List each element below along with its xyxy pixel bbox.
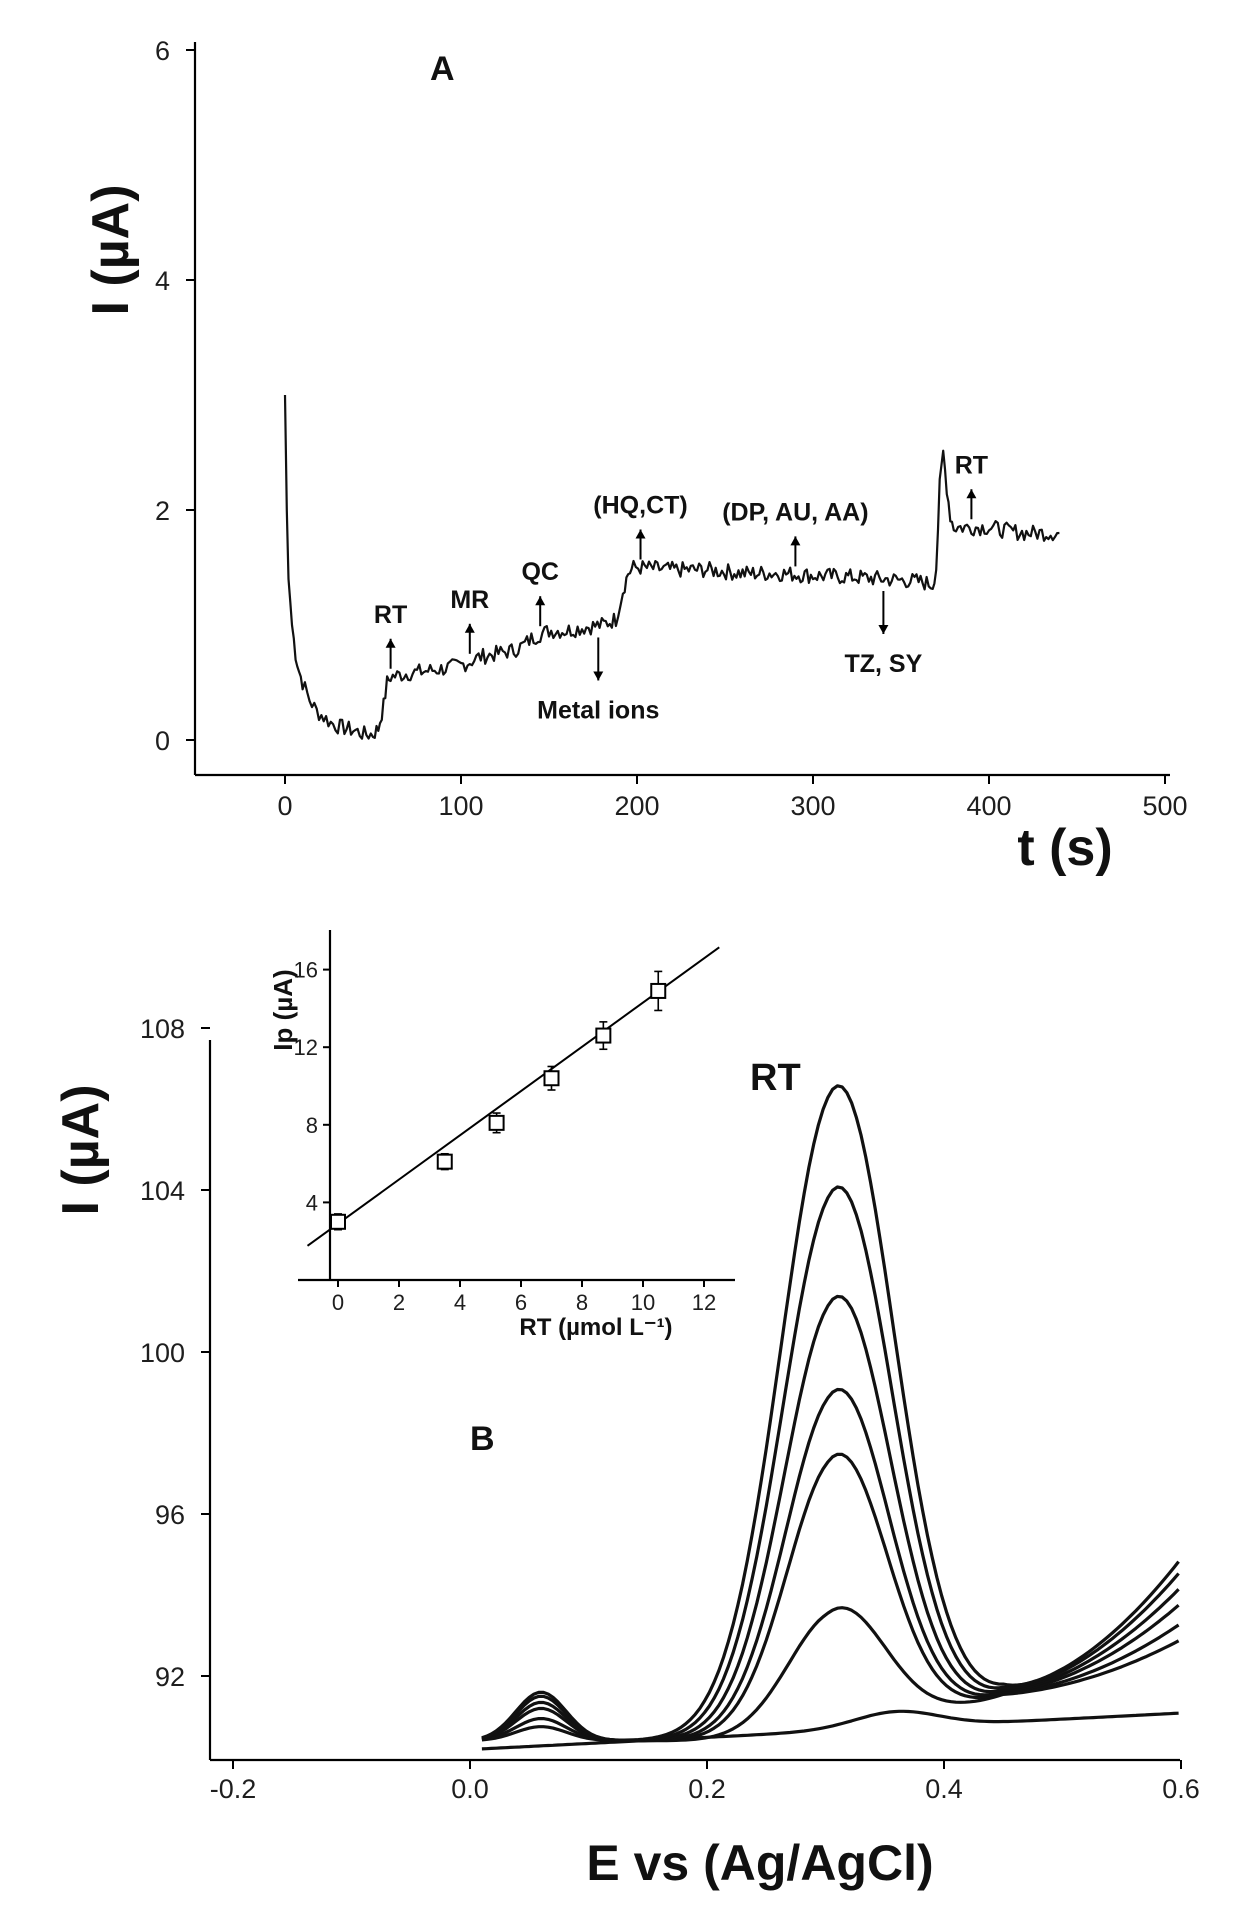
panel-b-y-tick-label: 92 bbox=[155, 1662, 185, 1692]
inset-data-point bbox=[436, 1152, 453, 1171]
panel-a-annotation: RT bbox=[955, 451, 988, 520]
panel-a-annotation-label: RT bbox=[374, 601, 407, 629]
panel-a-y-tick-label: 2 bbox=[155, 496, 170, 526]
panel-a: A 0 2 4 6 0 100 200 300 400 500 RT MR QC Metal ions… bbox=[82, 36, 1188, 877]
panel-b-x-tick-label: 0.4 bbox=[925, 1774, 963, 1804]
panel-b-peak-label: RT bbox=[750, 1057, 801, 1099]
inset-x-tick-label: 8 bbox=[576, 1290, 588, 1315]
inset-data-point bbox=[650, 970, 667, 1012]
panel-a-annotation-label: RT bbox=[955, 451, 988, 479]
panel-b-voltammogram bbox=[481, 1709, 1179, 1751]
inset-x-tick-label: 2 bbox=[393, 1290, 405, 1315]
panel-a-y-tick-label: 4 bbox=[155, 266, 170, 296]
inset-y-tick-label: 12 bbox=[294, 1035, 318, 1060]
inset-ylabel: Ip (µA) bbox=[268, 969, 298, 1050]
panel-b-y-tick-label: 100 bbox=[140, 1338, 185, 1368]
panel-a-y-tick-label: 0 bbox=[155, 726, 170, 756]
panel-a-annotation-label: TZ, SY bbox=[845, 650, 923, 678]
panel-a-x-tick-label: 100 bbox=[438, 791, 483, 821]
panel-a-annotation-label: QC bbox=[521, 558, 559, 586]
panel-b-x-tick-label: -0.2 bbox=[210, 1774, 257, 1804]
panel-a-annotation: QC bbox=[521, 558, 559, 627]
panel-a-annotation-label: MR bbox=[450, 586, 489, 614]
panel-a-xlabel: t (s) bbox=[1017, 819, 1112, 877]
panel-a-series-line bbox=[283, 394, 1060, 740]
panel-a-y-tick-label: 6 bbox=[155, 36, 170, 66]
panel-b-voltammogram bbox=[481, 1387, 1180, 1743]
inset-y-tick-label: 16 bbox=[294, 958, 318, 983]
panel-a-annotation: (DP, AU, AA) bbox=[722, 498, 869, 567]
inset-data-point bbox=[330, 1213, 346, 1231]
panel-b-y-tick-label: 96 bbox=[155, 1500, 185, 1530]
inset-x-tick-label: 10 bbox=[631, 1290, 655, 1315]
panel-b-xlabel: E vs (Ag/AgCl) bbox=[586, 1835, 933, 1891]
inset-x-tick-label: 4 bbox=[454, 1290, 466, 1315]
panel-a-annotation: (HQ,CT) bbox=[593, 492, 688, 560]
panel-a-annotation-label: Metal ions bbox=[537, 696, 659, 724]
panel-a-x-tick-label: 300 bbox=[790, 791, 835, 821]
panel-a-annotation: TZ, SY bbox=[845, 591, 923, 678]
inset-x-tick-label: 0 bbox=[332, 1290, 344, 1315]
inset-data-point bbox=[595, 1021, 612, 1051]
inset-x-tick-label: 12 bbox=[692, 1290, 716, 1315]
panel-a-x-tick-label: 0 bbox=[277, 791, 292, 821]
panel-a-ylabel: I (µA) bbox=[82, 184, 140, 315]
panel-b-label: B bbox=[470, 1420, 495, 1458]
panel-a-annotation: RT bbox=[374, 601, 407, 669]
inset-calibration-plot: 4 8 12 16 0 2 4 6 8 10 12 Ip (µA) RT (µmol L⁻¹) bbox=[268, 930, 735, 1341]
panel-b-y-tick-label: 104 bbox=[140, 1176, 185, 1206]
panel-b-voltammogram bbox=[481, 1084, 1180, 1742]
panel-a-annotation-label: (HQ,CT) bbox=[593, 492, 687, 520]
inset-xlabel: RT (µmol L⁻¹) bbox=[519, 1314, 672, 1341]
inset-x-tick-label: 6 bbox=[515, 1290, 527, 1315]
panel-b-y-tick-label: 108 bbox=[140, 1014, 185, 1044]
inset-y-tick-label: 8 bbox=[306, 1113, 318, 1138]
panel-a-x-tick-label: 400 bbox=[966, 791, 1011, 821]
panel-b-x-tick-label: 0.2 bbox=[688, 1774, 726, 1804]
panel-a-annotation-label: (DP, AU, AA) bbox=[722, 498, 868, 526]
panel-a-label: A bbox=[430, 50, 455, 88]
panel-a-x-tick-label: 500 bbox=[1142, 791, 1187, 821]
panel-a-x-tick-label: 200 bbox=[614, 791, 659, 821]
panel-b-x-tick-label: 0.6 bbox=[1162, 1774, 1200, 1804]
panel-b-x-tick-label: 0.0 bbox=[451, 1774, 489, 1804]
inset-data-point bbox=[543, 1065, 560, 1091]
panel-b-voltammogram bbox=[481, 1185, 1180, 1742]
panel-b-ylabel: I (µA) bbox=[52, 1084, 110, 1215]
inset-y-tick-label: 4 bbox=[306, 1190, 318, 1215]
panel-a-annotation: MR bbox=[450, 586, 489, 654]
panel-b-voltammogram bbox=[481, 1452, 1180, 1743]
inset-data-point bbox=[488, 1112, 505, 1134]
panel-a-annotation: Metal ions bbox=[537, 637, 659, 724]
